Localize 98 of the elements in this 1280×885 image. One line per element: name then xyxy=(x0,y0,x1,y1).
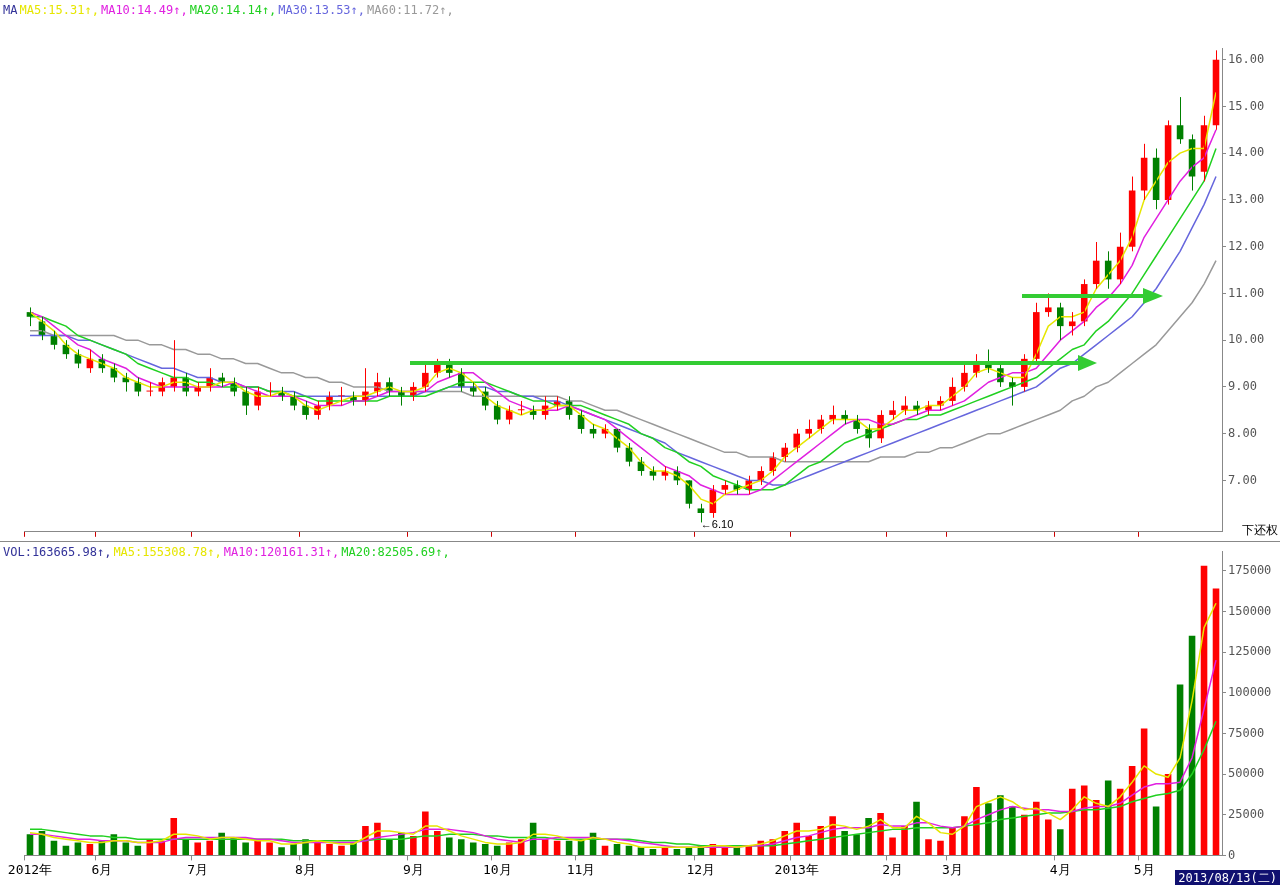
bar xyxy=(74,842,82,855)
y-tick-label: 50000 xyxy=(1228,766,1265,781)
bar xyxy=(290,844,297,855)
bar xyxy=(326,844,333,855)
bar xyxy=(841,831,848,855)
x-tick-label: 7月 xyxy=(187,861,209,877)
y-tick-label: 7.00 xyxy=(1228,472,1257,487)
candlestick xyxy=(1092,241,1100,290)
y-tick-label: 12.00 xyxy=(1228,238,1265,253)
bar xyxy=(973,787,980,855)
bar xyxy=(961,816,968,855)
y-tick-label: 125000 xyxy=(1228,644,1272,659)
text: MA20:14.14↑, xyxy=(189,3,277,17)
y-tick-label: 175000 xyxy=(1228,562,1272,577)
bar xyxy=(481,844,489,855)
candlestick xyxy=(889,400,896,421)
bar xyxy=(949,827,956,855)
bar xyxy=(469,842,477,855)
bar xyxy=(889,837,896,855)
text: MA60:11.72↑, xyxy=(367,3,454,17)
x-tick-label: 12月 xyxy=(686,861,716,877)
bar xyxy=(26,834,34,855)
y-tick-label: 16.00 xyxy=(1228,51,1265,66)
text: 下还权 xyxy=(1242,522,1278,539)
bar xyxy=(1033,801,1040,855)
legend-title: VOL:163665.98↑, xyxy=(3,545,112,559)
bar xyxy=(386,839,393,855)
x-tick-label: 2013年 xyxy=(774,861,819,877)
bar xyxy=(1152,806,1160,855)
bar xyxy=(985,803,992,855)
y-tick-label: 9.00 xyxy=(1228,379,1257,394)
annotation: ←6.10 xyxy=(700,518,734,531)
x-tick-label: 10月 xyxy=(482,861,512,877)
bar xyxy=(493,845,501,855)
y-tick-label: 25000 xyxy=(1228,806,1265,821)
candlestick xyxy=(805,419,812,439)
candlestick xyxy=(1044,292,1052,318)
y-tick-label: 150000 xyxy=(1228,603,1272,618)
candlestick xyxy=(1068,311,1076,336)
text: 2013/08/13(二) xyxy=(1175,870,1280,885)
bar xyxy=(745,845,753,855)
text: MA20:82505.69↑, xyxy=(341,545,450,559)
bar xyxy=(1080,785,1088,855)
text: MA10:14.49↑, xyxy=(100,3,188,17)
bar xyxy=(565,840,573,855)
bar xyxy=(1056,829,1064,855)
y-tick-label: 14.00 xyxy=(1228,145,1265,160)
bar xyxy=(434,831,441,855)
bar xyxy=(457,839,465,855)
bar xyxy=(997,795,1004,855)
bar xyxy=(206,840,213,855)
x-tick-label: 6月 xyxy=(91,861,113,877)
bar xyxy=(446,837,453,855)
y-tick-label: 100000 xyxy=(1228,684,1272,699)
y-tick-label: 15.00 xyxy=(1228,98,1265,113)
x-tick-label: 3月 xyxy=(942,861,963,877)
legend-title: MA xyxy=(3,3,18,17)
bar xyxy=(194,842,201,855)
bar xyxy=(673,848,681,855)
y-tick-label: 13.00 xyxy=(1228,192,1265,207)
x-tick-label: 4月 xyxy=(1049,861,1071,877)
text: MA30:13.53↑, xyxy=(278,3,366,17)
bar xyxy=(1021,814,1028,855)
x-tick-label: 5月 xyxy=(1133,861,1155,877)
x-tick-label: 11月 xyxy=(566,861,596,877)
bar xyxy=(50,840,58,855)
text: MA5:15.31↑, xyxy=(19,3,99,17)
bar xyxy=(266,842,273,855)
bar xyxy=(649,848,657,855)
bar xyxy=(122,842,130,855)
text: MA5:155308.78↑, xyxy=(113,545,222,559)
bar xyxy=(86,844,94,855)
y-tick-label: 0 xyxy=(1228,847,1236,862)
bar xyxy=(613,844,621,855)
bar xyxy=(410,835,417,855)
text: MA10:120161.31↑, xyxy=(223,545,340,559)
bar xyxy=(254,840,261,855)
bar xyxy=(553,840,561,855)
bar xyxy=(853,834,860,855)
bar xyxy=(182,839,190,855)
bar xyxy=(1068,788,1076,855)
y-tick-label: 10.00 xyxy=(1228,332,1265,347)
bar xyxy=(925,839,932,855)
bar xyxy=(338,845,345,855)
bar xyxy=(1044,819,1052,855)
x-tick-label: 2012年 xyxy=(7,861,53,877)
bar xyxy=(242,842,249,855)
y-tick-label: 11.00 xyxy=(1228,285,1265,300)
bar xyxy=(1092,800,1100,855)
x-tick-label: 8月 xyxy=(295,861,316,877)
y-tick-label: 75000 xyxy=(1228,725,1265,740)
x-tick-label: 9月 xyxy=(402,861,424,877)
x-tick-label: 2月 xyxy=(882,861,903,877)
bar xyxy=(937,840,944,855)
y-tick-label: 8.00 xyxy=(1228,425,1257,440)
bar xyxy=(170,817,178,855)
bar xyxy=(278,847,285,855)
bar xyxy=(1009,806,1016,855)
